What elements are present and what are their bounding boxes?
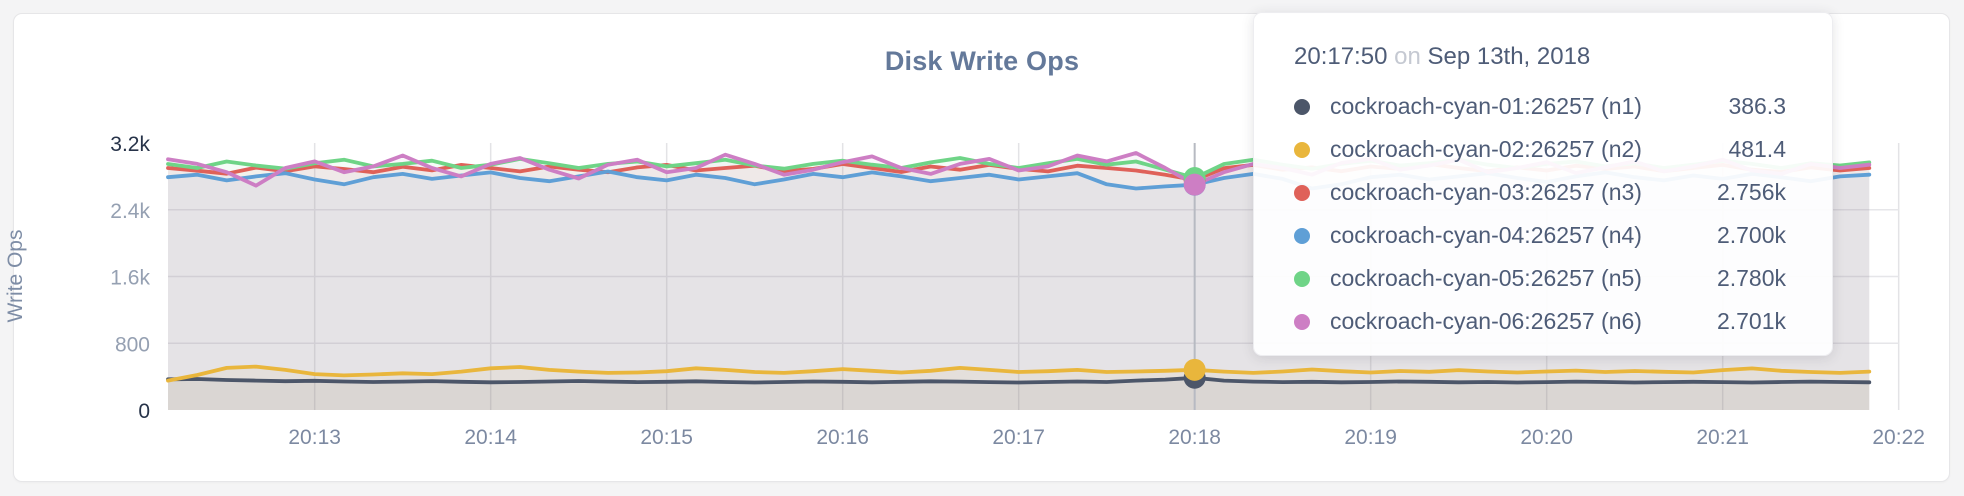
- series-line: [166, 364, 1872, 383]
- tooltip-row: cockroach-cyan-01:26257 (n1) 386.3: [1294, 85, 1786, 128]
- y-tick-label: 0: [138, 400, 150, 423]
- series-color-dot: [1294, 98, 1310, 115]
- x-tick-label: 20:13: [288, 426, 341, 449]
- x-tick-label: 20:22: [1872, 426, 1925, 449]
- series-line: [166, 375, 1872, 385]
- tooltip-series-value: 481.4: [1728, 136, 1786, 162]
- series-color-dot: [1294, 227, 1310, 244]
- tooltip-series-name: cockroach-cyan-05:26257 (n5): [1330, 265, 1642, 291]
- axis-tick-labels: 20:13 20:14 20:15 20:16 20:17 20:18 20:19 20:20…: [110, 133, 1925, 449]
- tooltip-time: 20:17:50: [1294, 43, 1388, 70]
- series-color-dot: [1294, 184, 1310, 201]
- x-tick-label: 20:18: [1168, 426, 1221, 449]
- series-area: [168, 377, 1870, 410]
- tooltip-series-value: 2.756k: [1716, 179, 1786, 205]
- tooltip-row: cockroach-cyan-05:26257 (n5) 2.780k: [1294, 257, 1786, 300]
- series-color-dot: [1294, 141, 1310, 158]
- tooltip-row: cockroach-cyan-03:26257 (n3) 2.756k: [1294, 171, 1786, 214]
- y-tick-label: 1.6k: [110, 267, 150, 290]
- hover-marker: [1183, 143, 1206, 410]
- x-tick-label: 20:20: [1520, 426, 1573, 449]
- tooltip-timestamp: 20:17:50 on Sep 13th, 2018: [1294, 43, 1786, 71]
- x-tick-label: 20:14: [464, 426, 517, 449]
- hover-point: [1183, 358, 1206, 381]
- tooltip-series-value: 2.780k: [1716, 265, 1786, 291]
- tooltip-series-name: cockroach-cyan-03:26257 (n3): [1330, 179, 1642, 205]
- tooltip-connector: on: [1394, 43, 1421, 70]
- hover-point: [1183, 173, 1206, 196]
- tooltip-series-name: cockroach-cyan-04:26257 (n4): [1330, 222, 1642, 248]
- tooltip-series-value: 2.701k: [1716, 308, 1786, 334]
- tooltip-row: cockroach-cyan-06:26257 (n6) 2.701k: [1294, 300, 1786, 343]
- series-color-dot: [1294, 313, 1310, 330]
- y-tick-label: 3.2k: [110, 133, 150, 156]
- tooltip-series-name: cockroach-cyan-06:26257 (n6): [1330, 308, 1642, 334]
- tooltip-series-name: cockroach-cyan-01:26257 (n1): [1330, 93, 1642, 119]
- tooltip-series-value: 2.700k: [1716, 222, 1786, 248]
- tooltip-series-name: cockroach-cyan-02:26257 (n2): [1330, 136, 1642, 162]
- y-tick-label: 2.4k: [110, 200, 150, 223]
- x-tick-label: 20:15: [640, 426, 693, 449]
- tooltip-rows: cockroach-cyan-01:26257 (n1) 386.3 cockroa…: [1294, 85, 1786, 343]
- chart-tooltip: 20:17:50 on Sep 13th, 2018 cockroach-cya…: [1253, 12, 1833, 356]
- series-area: [168, 366, 1870, 410]
- y-tick-label: 800: [115, 333, 150, 356]
- tooltip-row: cockroach-cyan-02:26257 (n2) 481.4: [1294, 128, 1786, 171]
- x-tick-label: 20:16: [816, 426, 869, 449]
- x-tick-label: 20:21: [1696, 426, 1749, 449]
- x-tick-label: 20:19: [1344, 426, 1397, 449]
- tooltip-date: Sep 13th, 2018: [1427, 43, 1591, 70]
- chart-title: Disk Write Ops: [884, 46, 1080, 76]
- x-tick-label: 20:17: [992, 426, 1045, 449]
- series-color-dot: [1294, 270, 1310, 287]
- tooltip-series-value: 386.3: [1728, 93, 1786, 119]
- tooltip-row: cockroach-cyan-04:26257 (n4) 2.700k: [1294, 214, 1786, 257]
